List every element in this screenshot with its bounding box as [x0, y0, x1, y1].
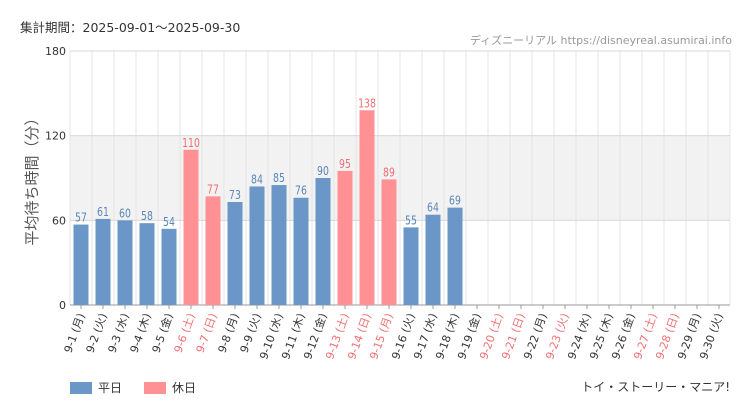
bar: [271, 185, 287, 305]
bar-value-label: 84: [251, 172, 263, 186]
bar: [249, 186, 265, 305]
legend-item-holiday[interactable]: 休日: [144, 379, 196, 396]
bar: [293, 197, 309, 305]
legend-label-weekday: 平日: [98, 381, 123, 395]
bar-value-label: 77: [207, 182, 219, 196]
attraction-name: トイ・ストーリー・マニア!: [581, 380, 730, 394]
bar: [95, 218, 111, 305]
bar: [381, 179, 397, 305]
bar: [139, 223, 155, 305]
bar: [205, 196, 221, 305]
bar-value-label: 138: [358, 96, 376, 110]
source-credit: ディズニーリアル https://disneyreal.asumirai.inf…: [469, 34, 732, 47]
bar-value-label: 90: [317, 164, 329, 178]
bar: [73, 224, 89, 305]
legend-item-weekday[interactable]: 平日: [70, 379, 122, 396]
bar-value-label: 110: [182, 136, 200, 150]
bar: [227, 201, 243, 305]
bar: [403, 227, 419, 305]
bar-value-label: 85: [273, 171, 285, 185]
bar-value-label: 69: [449, 193, 461, 207]
bar-value-label: 57: [75, 210, 87, 224]
y-tick-label: 0: [59, 299, 66, 312]
bar-value-label: 55: [405, 213, 417, 227]
y-tick-label: 60: [52, 214, 66, 227]
bar: [359, 110, 375, 306]
y-tick-label: 180: [45, 45, 66, 58]
legend-label-holiday: 休日: [172, 381, 197, 395]
bar: [183, 149, 199, 305]
bar: [161, 228, 177, 305]
period-label: 集計期間：2025-09-01～2025-09-30: [20, 20, 241, 35]
bar-value-label: 61: [97, 205, 109, 219]
legend-swatch-holiday: [144, 381, 167, 394]
bar: [117, 220, 133, 305]
bar: [447, 207, 463, 305]
bar-value-label: 89: [383, 165, 395, 179]
bar: [315, 178, 331, 305]
legend-swatch-weekday: [70, 381, 92, 394]
bar-value-label: 64: [427, 201, 439, 215]
y-tick-label: 120: [45, 130, 66, 143]
y-axis-title: 平均待ち時間（分）: [23, 110, 41, 245]
bar: [337, 170, 353, 305]
legend: 平日 休日: [70, 379, 196, 396]
bar-value-label: 60: [119, 206, 131, 220]
bar-value-label: 95: [339, 157, 351, 171]
bar-value-label: 58: [141, 209, 153, 223]
bar-value-label: 54: [163, 215, 175, 229]
bar-value-label: 73: [229, 188, 241, 202]
bar: [425, 214, 441, 305]
bar-value-label: 76: [295, 184, 307, 198]
